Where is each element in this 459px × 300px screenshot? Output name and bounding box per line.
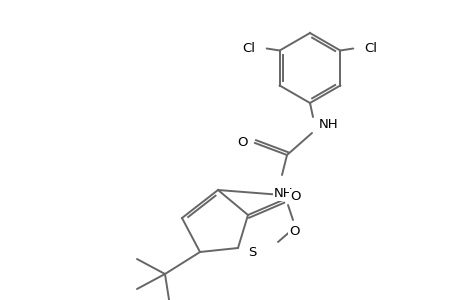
Text: O: O — [289, 225, 300, 238]
Text: NH: NH — [274, 187, 293, 200]
Text: NH: NH — [318, 118, 338, 131]
Text: O: O — [237, 136, 247, 148]
Text: O: O — [289, 190, 300, 203]
Text: S: S — [247, 247, 256, 260]
Text: Cl: Cl — [242, 42, 255, 55]
Text: Cl: Cl — [364, 42, 376, 55]
